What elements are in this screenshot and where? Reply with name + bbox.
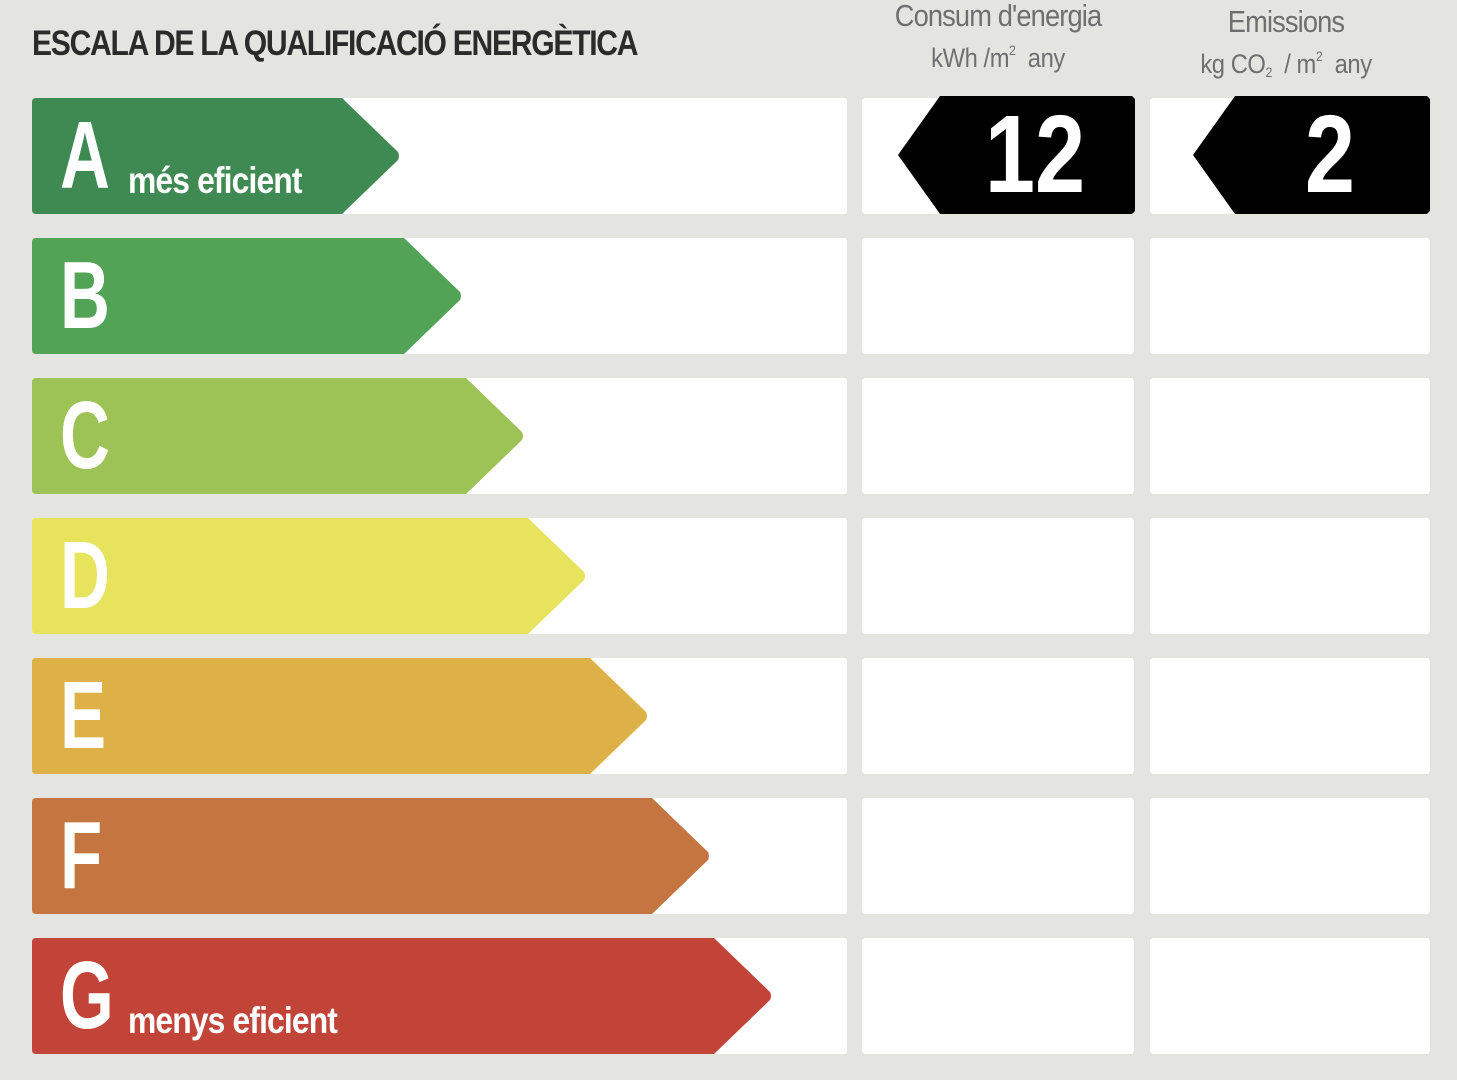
page-title: ESCALA DE LA QUALIFICACIÓ ENERGÈTICA (32, 24, 638, 63)
emissions-indicator: 2 (1193, 96, 1430, 214)
rating-letter: B (60, 242, 110, 349)
emissions-column-unit: kg CO2 / m2 any (1200, 48, 1372, 80)
rating-row-d: D (0, 518, 1457, 634)
rating-letter: C (60, 382, 110, 489)
rating-arrow-f: F (32, 798, 710, 914)
rating-label: menys eficient (128, 1000, 338, 1041)
rating-label: més eficient (128, 160, 302, 201)
energy-column-title: Consum d'energia (894, 0, 1102, 33)
emissions-cell (1150, 658, 1430, 774)
rating-arrow-d: D (32, 518, 586, 634)
emissions-cell (1150, 798, 1430, 914)
rating-letter: E (60, 662, 107, 769)
rating-arrow-b: B (32, 238, 462, 354)
energy-cell (862, 378, 1134, 494)
energy-cell (862, 518, 1134, 634)
rating-row-f: F (0, 798, 1457, 914)
energy-cell (862, 798, 1134, 914)
emissions-cell (1150, 378, 1430, 494)
energy-indicator-shape (898, 96, 1135, 214)
energy-cell (862, 238, 1134, 354)
energy-cell (862, 938, 1134, 1054)
rating-row-e: E (0, 658, 1457, 774)
emissions-cell (1150, 938, 1430, 1054)
rating-letter: A (60, 102, 110, 209)
rating-arrow-c: C (32, 378, 524, 494)
energy-column-unit: kWh /m2 any (931, 42, 1065, 73)
emissions-column-title: Emissions (1227, 4, 1345, 39)
emissions-indicator-shape (1193, 96, 1430, 214)
energy-cell (862, 658, 1134, 774)
rating-letter: F (60, 802, 103, 909)
rating-row-c: C (0, 378, 1457, 494)
emissions-column-header: Emissions kg CO2 / m2 any (1150, 4, 1422, 80)
emissions-cell (1150, 238, 1430, 354)
emissions-cell (1150, 518, 1430, 634)
rating-arrow-e: E (32, 658, 648, 774)
energy-column-header: Consum d'energia kWh /m2 any (862, 0, 1134, 74)
energy-indicator: 12 (898, 96, 1135, 214)
rating-letter: G (60, 942, 114, 1049)
rating-letter: D (60, 522, 110, 629)
emissions-value: 2 (1304, 93, 1356, 216)
rating-row-b: B (0, 238, 1457, 354)
energy-value: 12 (984, 93, 1086, 216)
